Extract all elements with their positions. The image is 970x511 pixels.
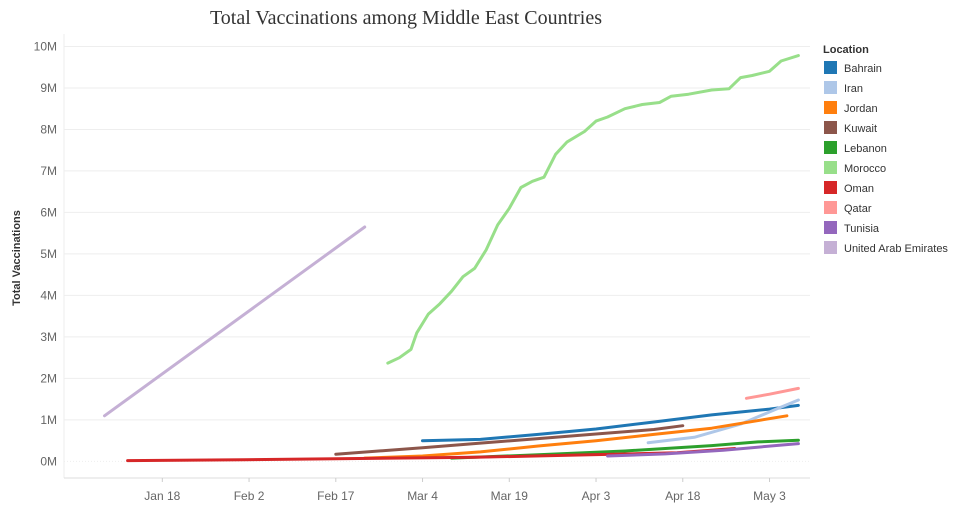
legend-label: Morocco (844, 163, 886, 175)
x-tick-label: Apr 18 (665, 489, 701, 503)
legend-label: Iran (844, 83, 863, 95)
x-tick-label: Mar 4 (407, 489, 438, 503)
y-tick-label: 2M (40, 371, 57, 385)
y-tick-label: 1M (40, 413, 57, 427)
x-tick-label: Feb 17 (317, 489, 355, 503)
y-tick-label: 6M (40, 205, 57, 219)
y-tick-label: 4M (40, 288, 57, 302)
legend-swatch (824, 201, 837, 214)
y-tick-label: 9M (40, 81, 57, 95)
legend-title: Location (823, 44, 869, 56)
series-line-qatar (744, 386, 800, 400)
legend-item-iran[interactable]: Iran (824, 81, 863, 95)
y-axis: 0M 1M 2M 3M 4M 5M 6M 7M 8M 9M 10M (34, 39, 57, 468)
legend-swatch (824, 101, 837, 114)
legend-label: Oman (844, 183, 874, 195)
x-tick-label: May 3 (753, 489, 786, 503)
legend-label: United Arab Emirates (844, 243, 948, 255)
legend[interactable]: Location Bahrain Iran Jordan Kuwait Lebanon M… (823, 44, 948, 255)
series-lines (103, 54, 800, 463)
legend-swatch (824, 241, 837, 254)
y-tick-label: 10M (34, 39, 57, 53)
chart-title: Total Vaccinations among Middle East Cou… (210, 7, 602, 29)
legend-item-jordan[interactable]: Jordan (824, 101, 878, 115)
x-tick-label: Feb 2 (234, 489, 265, 503)
y-tick-label: 7M (40, 164, 57, 178)
legend-swatch (824, 181, 837, 194)
legend-label: Lebanon (844, 143, 887, 155)
series-line-jordan (363, 414, 789, 460)
x-tick-label: Jan 18 (144, 489, 180, 503)
legend-label: Bahrain (844, 63, 882, 75)
legend-swatch (824, 81, 837, 94)
legend-item-morocco[interactable]: Morocco (824, 161, 886, 175)
series-line-morocco (386, 54, 800, 365)
legend-swatch (824, 141, 837, 154)
series-line-kuwait (334, 424, 685, 456)
y-axis-title: Total Vaccinations (11, 210, 23, 306)
series-line-tunisia (606, 442, 800, 458)
x-tick-label: Apr 3 (582, 489, 611, 503)
series-line-united-arab-emirates (103, 225, 367, 418)
y-tick-label: 3M (40, 330, 57, 344)
legend-item-kuwait[interactable]: Kuwait (824, 121, 877, 135)
legend-swatch (824, 61, 837, 74)
legend-item-bahrain[interactable]: Bahrain (824, 61, 882, 75)
legend-item-united-arab-emirates[interactable]: United Arab Emirates (824, 241, 948, 255)
grid (63, 34, 810, 479)
legend-label: Kuwait (844, 123, 877, 135)
legend-item-qatar[interactable]: Qatar (824, 201, 872, 215)
y-tick-label: 0M (40, 454, 57, 468)
legend-swatch (824, 221, 837, 234)
y-tick-label: 8M (40, 122, 57, 136)
series-line-bahrain (421, 403, 800, 443)
legend-item-oman[interactable]: Oman (824, 181, 874, 195)
legend-swatch (824, 161, 837, 174)
legend-label: Jordan (844, 103, 878, 115)
legend-swatch (824, 121, 837, 134)
legend-item-lebanon[interactable]: Lebanon (824, 141, 887, 155)
x-axis: Jan 18 Feb 2 Feb 17 Mar 4 Mar 19 Apr 3 Apr 18 M… (144, 478, 786, 503)
y-tick-label: 5M (40, 247, 57, 261)
legend-item-tunisia[interactable]: Tunisia (824, 221, 880, 235)
x-tick-label: Mar 19 (491, 489, 529, 503)
legend-label: Qatar (844, 203, 872, 215)
legend-label: Tunisia (844, 223, 880, 235)
